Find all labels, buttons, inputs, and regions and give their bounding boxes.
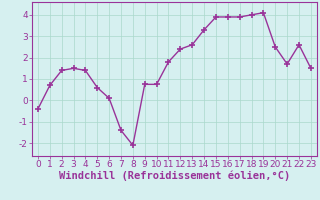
- X-axis label: Windchill (Refroidissement éolien,°C): Windchill (Refroidissement éolien,°C): [59, 171, 290, 181]
